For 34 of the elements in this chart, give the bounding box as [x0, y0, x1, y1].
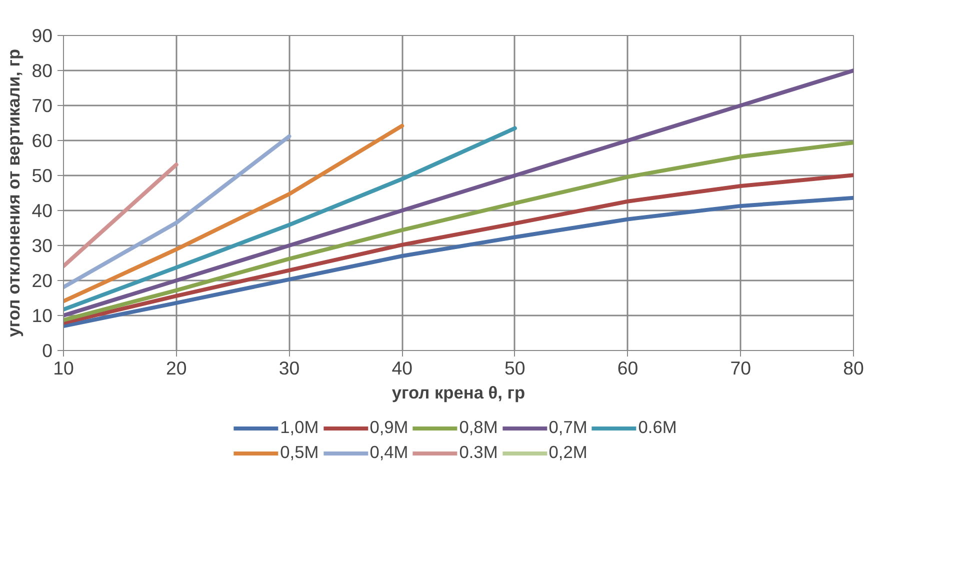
legend-label: 0.3M	[459, 442, 498, 463]
legend-label: 0,5M	[280, 442, 319, 463]
y-tick-label: 10	[32, 305, 53, 326]
y-tick-label: 40	[32, 200, 53, 221]
legend-label: 0,9M	[370, 417, 408, 438]
line-series	[64, 196, 854, 328]
x-tick-label: 30	[278, 358, 300, 378]
legend-label: 0,2M	[548, 442, 588, 463]
x-tick-label: 40	[392, 358, 412, 378]
y-tick-label: 60	[32, 130, 53, 151]
line-series	[64, 126, 517, 312]
x-tick-label: 70	[730, 358, 752, 378]
x-tick-label: 20	[166, 358, 187, 378]
x-axis-title: угол крена θ, гр	[392, 382, 526, 402]
x-tick-label: 60	[617, 358, 638, 378]
legend-label: 1,0M	[280, 417, 319, 438]
legend-label: 0,4M	[370, 442, 408, 463]
x-tick-label: 50	[504, 358, 526, 378]
legend-label: 0.6M	[638, 417, 677, 438]
x-tick-label: 10	[53, 358, 74, 378]
y-tick-label: 80	[32, 60, 53, 81]
line-series	[64, 173, 854, 325]
y-tick-label: 0	[42, 340, 53, 361]
line-series	[64, 124, 404, 304]
legend-label: 0,8M	[459, 417, 498, 438]
line-series	[64, 140, 854, 322]
y-tick-label: 30	[32, 235, 53, 256]
y-axis-title: угол отклонения от вертикали, гр	[4, 48, 24, 338]
y-tick-label: 90	[32, 25, 53, 46]
y-tick-label: 50	[32, 165, 53, 186]
y-tick-label: 70	[32, 95, 53, 116]
legend-label: 0,7M	[548, 417, 588, 438]
x-tick-label: 80	[843, 358, 864, 378]
y-tick-label: 20	[32, 270, 53, 291]
